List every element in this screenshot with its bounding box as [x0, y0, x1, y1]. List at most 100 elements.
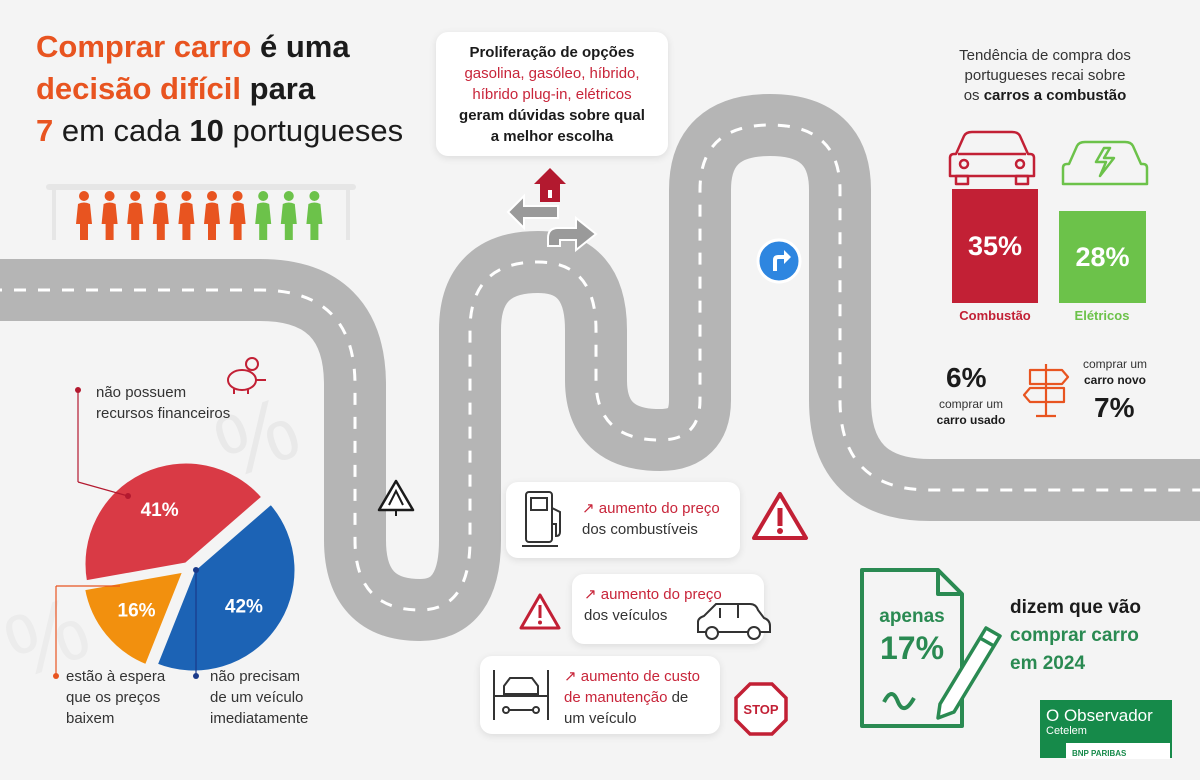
pie-leader-blue-dot — [193, 673, 199, 679]
cause-maintenance-rest-2: um veículo — [564, 710, 637, 727]
bar-eletricos-value: 28% — [1075, 241, 1130, 272]
pie-leader-red-2 — [77, 481, 129, 497]
proliferation-options-2: híbrido plug-in, elétricos — [472, 86, 632, 103]
pie-label-blue: não precisam de um veículo imediatamente — [210, 666, 308, 729]
pie-label-orange-3: baixem — [66, 710, 115, 727]
used-car-label-1: comprar um — [938, 397, 1003, 411]
person-icon-other — [306, 191, 323, 240]
cause-fuel-text: ↗ aumento do preço dos combustíveis — [582, 498, 720, 540]
bar-combustao-label: Combustão — [959, 308, 1031, 323]
new-car-value: 7% — [1094, 392, 1135, 423]
fuel-pump-icon — [522, 491, 561, 547]
used-car-value: 6% — [946, 362, 987, 393]
pie-leader-orange-dot — [53, 673, 59, 679]
intent-value: 17% — [879, 630, 945, 666]
cause-vehicles-rest: dos veículos — [584, 607, 668, 624]
trend-line-2: portugueses recai sobre — [964, 67, 1126, 84]
proliferation-tail-2: a melhor escolha — [490, 128, 614, 145]
intent-line-2: comprar carro — [1010, 625, 1139, 646]
pie-label-red-2: recursos financeiros — [96, 405, 231, 422]
used-car-label: comprar um carro usado — [926, 396, 1016, 428]
bus-stop-roof — [46, 184, 356, 190]
person-icon-other — [255, 191, 272, 240]
pie-label-red: não possuem recursos financeiros — [96, 382, 230, 424]
cause-maintenance-arrow-icon: ↗ — [564, 668, 577, 685]
person-icon-hesitant — [76, 191, 92, 240]
stop-sign-text: STOP — [743, 702, 778, 717]
intent-line-1: dizem que vão — [1010, 597, 1141, 618]
pie-leader-red-dot — [75, 387, 81, 393]
turn-right-sign-icon — [756, 238, 802, 284]
person-icon-hesitant — [101, 191, 118, 240]
document-pen-icon — [860, 568, 1002, 728]
road-warning-icon — [377, 479, 415, 516]
pie-slice-1 — [154, 500, 298, 674]
title-highlight-2: decisão difícil — [36, 71, 242, 106]
cause-card-maintenance: ↗ aumento de custo de manutenção de um v… — [480, 656, 720, 734]
signpost-icon — [1022, 364, 1070, 418]
trend-line-3-pre: os — [963, 87, 984, 104]
person-icon-hesitant — [178, 191, 195, 240]
proliferation-tail-1: geram dúvidas sobre qual — [459, 107, 645, 124]
title-number-7: 7 — [36, 113, 54, 148]
pie-slice-label-1: 42% — [225, 596, 263, 617]
page-title: Comprar carro é uma decisão difícil para… — [36, 26, 436, 152]
warning-triangle-large-icon — [752, 492, 808, 540]
direction-signs-icon — [506, 168, 598, 253]
pie-label-red-1: não possuem — [96, 384, 187, 401]
cause-vehicles-highlight: aumento do preço — [600, 586, 722, 603]
cause-vehicles-arrow-icon: ↗ — [584, 586, 597, 603]
cause-maintenance-highlight-2: de manutenção — [564, 689, 668, 706]
cause-fuel-highlight: aumento do preço — [598, 500, 720, 517]
bus-stop-post-right — [346, 190, 350, 240]
cause-maintenance-highlight: aumento de custo — [580, 668, 700, 685]
pie-label-orange-2: que os preços — [66, 689, 161, 706]
cause-vehicles-text: ↗ aumento do preço dos veículos — [584, 584, 722, 626]
electric-car-icon — [1061, 140, 1149, 186]
title-text-1: é uma — [251, 29, 350, 64]
trend-line-3-bold: carros a combustão — [983, 87, 1127, 104]
proliferation-options-1: gasolina, gasóleo, híbrido, — [464, 65, 640, 82]
intent-line-3: em 2024 — [1010, 653, 1086, 674]
stop-sign-icon: STOP — [734, 682, 788, 736]
person-icon-hesitant — [204, 191, 220, 240]
bar-eletricos: 28% — [1059, 211, 1146, 303]
cause-maintenance-text: ↗ aumento de custo de manutenção de um v… — [564, 666, 700, 729]
pie-leader-blue-end — [193, 567, 199, 573]
title-number-10: 10 — [189, 113, 224, 148]
pie-label-orange-1: estão à espera — [66, 668, 166, 685]
intent-text: dizem que vão comprar carro em 2024 — [1010, 594, 1141, 678]
pie-slice-label-0: 41% — [141, 500, 179, 521]
brand-sub: Cetelem — [1046, 725, 1087, 737]
pie-slice-0 — [82, 460, 266, 584]
pie-label-blue-1: não precisam — [210, 668, 301, 685]
title-text-3: em cada — [53, 113, 190, 148]
intent-value-block: apenas 17% — [872, 606, 952, 667]
people-chart — [46, 184, 356, 240]
pie-label-orange: estão à espera que os preços baixem — [66, 666, 165, 729]
person-icon-other — [280, 191, 297, 240]
pie-label-blue-3: imediatamente — [210, 710, 309, 727]
title-highlight-1: Comprar carro — [36, 29, 252, 64]
person-icon-hesitant — [127, 191, 144, 240]
title-text-4: portugueses — [223, 113, 404, 148]
pie-leader-red-end — [125, 493, 131, 499]
cause-fuel-rest: dos combustíveis — [582, 521, 698, 538]
pie-slice-2 — [81, 569, 187, 668]
cause-maintenance-rest-1: de — [667, 689, 689, 706]
pie-slice-label-2: 16% — [118, 601, 156, 622]
new-car-label: comprar um carro novo — [1070, 356, 1160, 388]
person-icon-hesitant — [229, 191, 246, 240]
piggy-bank-icon — [227, 357, 266, 394]
combustion-car-icon — [948, 130, 1036, 186]
title-text-2: para — [241, 71, 316, 106]
pie-label-blue-2: de um veículo — [210, 689, 304, 706]
proliferation-card: Proliferação de opções gasolina, gasóleo… — [436, 32, 668, 156]
car-icons — [948, 130, 1149, 186]
proliferation-head: Proliferação de opções — [469, 44, 635, 61]
trend-line-1: Tendência de compra dos — [959, 47, 1131, 64]
cause-card-fuel: ↗ aumento do preço dos combustíveis — [506, 482, 740, 558]
person-icon-hesitant — [152, 191, 169, 240]
